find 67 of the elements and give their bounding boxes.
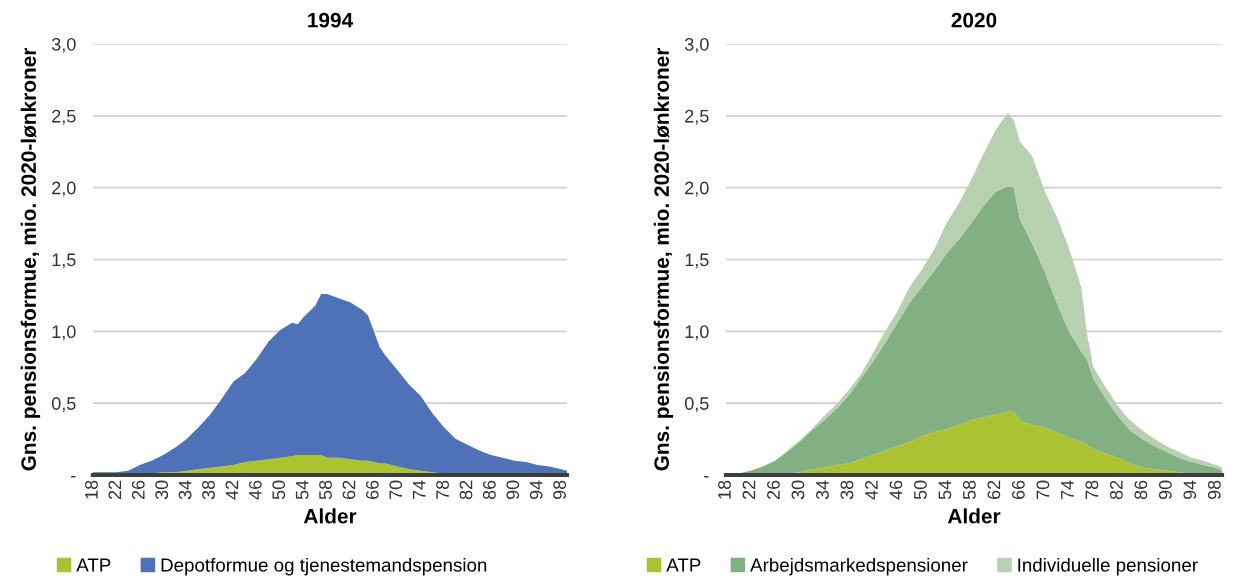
- x-tick-label: 66: [1011, 480, 1025, 500]
- x-tick-label: 62: [342, 480, 356, 500]
- x-tick-label: 90: [506, 480, 520, 500]
- x-tick-label: 30: [791, 480, 805, 500]
- y-tick-label: 3,0: [684, 37, 709, 53]
- x-tick-label: 94: [529, 480, 543, 500]
- y-tick-label: 2,0: [685, 181, 709, 197]
- x-tick-label: 38: [840, 480, 854, 500]
- legend-label: Depotformue og tjenestemandspension: [161, 557, 487, 576]
- y-tick-label: 1,0: [685, 325, 709, 341]
- x-tick-label: 66: [365, 480, 379, 500]
- y-tick-label: 1,5: [685, 253, 709, 269]
- x-tick-label: 98: [1207, 480, 1221, 500]
- y-tick-label: 0,5: [51, 397, 76, 413]
- legend-label: Individuelle pensioner: [1018, 557, 1198, 576]
- x-axis-title: Alder: [303, 508, 357, 524]
- x-tick-label: 86: [482, 480, 496, 500]
- x-tick-label: 46: [889, 480, 903, 500]
- x-tick-label: 42: [865, 480, 878, 500]
- x-tick-label: 54: [295, 480, 309, 500]
- x-tick-label: 86: [1134, 480, 1148, 500]
- chart-title: 1994: [308, 12, 354, 28]
- x-tick-label: 90: [1158, 480, 1172, 500]
- y-tick-label: -: [704, 476, 709, 478]
- x-tick-label: 82: [459, 480, 473, 500]
- y-axis-title: Gns. pensionsformue, mio. 2020-lønkroner: [20, 47, 41, 471]
- y-tick-label: 2,0: [52, 181, 76, 197]
- legend-label: Arbejdsmarkedspensioner: [750, 557, 968, 576]
- x-tick-label: 74: [1061, 480, 1074, 500]
- x-tick-label: 26: [767, 480, 780, 500]
- x-tick-label: 22: [742, 480, 756, 500]
- x-tick-label: 38: [202, 480, 215, 500]
- x-tick-label: 70: [1036, 480, 1050, 500]
- legend-label: ATP: [666, 558, 701, 572]
- x-tick-label: 70: [389, 480, 403, 500]
- y-tick-label: 0,5: [684, 397, 709, 413]
- legend-label: ATP: [76, 558, 111, 572]
- x-tick-label: 54: [938, 480, 952, 500]
- x-tick-label: 98: [553, 480, 566, 500]
- y-tick-label: 1,5: [52, 253, 76, 269]
- x-tick-label: 94: [1183, 480, 1197, 500]
- x-tick-label: 62: [987, 480, 1001, 500]
- x-tick-label: 50: [272, 480, 286, 500]
- y-axis-title: Gns. pensionsformue, mio. 2020-lønkroner: [653, 47, 674, 471]
- x-tick-label: 34: [816, 480, 829, 500]
- x-tick-label: 58: [319, 480, 332, 500]
- x-tick-label: 18: [85, 480, 98, 499]
- y-tick-label: 2,5: [52, 109, 76, 125]
- x-tick-label: 42: [225, 480, 239, 500]
- y-tick-label: 1,0: [52, 325, 76, 341]
- x-tick-label: 46: [248, 480, 262, 500]
- x-tick-label: 18: [718, 480, 731, 499]
- x-tick-label: 30: [155, 480, 169, 500]
- chart-title: 2020: [951, 12, 997, 28]
- x-tick-label: 78: [436, 480, 449, 500]
- x-tick-label: 22: [108, 480, 122, 500]
- x-tick-label: 50: [914, 480, 927, 500]
- y-tick-label: -: [71, 476, 76, 478]
- x-axis-title: Alder: [947, 508, 1001, 524]
- x-tick-label: 58: [963, 480, 976, 500]
- x-tick-label: 26: [131, 480, 145, 500]
- y-tick-label: 3,0: [51, 37, 76, 53]
- x-tick-label: 34: [178, 480, 192, 500]
- x-tick-label: 82: [1109, 480, 1123, 500]
- x-tick-label: 74: [412, 480, 426, 500]
- y-tick-label: 2,5: [685, 109, 709, 125]
- x-tick-label: 78: [1085, 480, 1099, 500]
